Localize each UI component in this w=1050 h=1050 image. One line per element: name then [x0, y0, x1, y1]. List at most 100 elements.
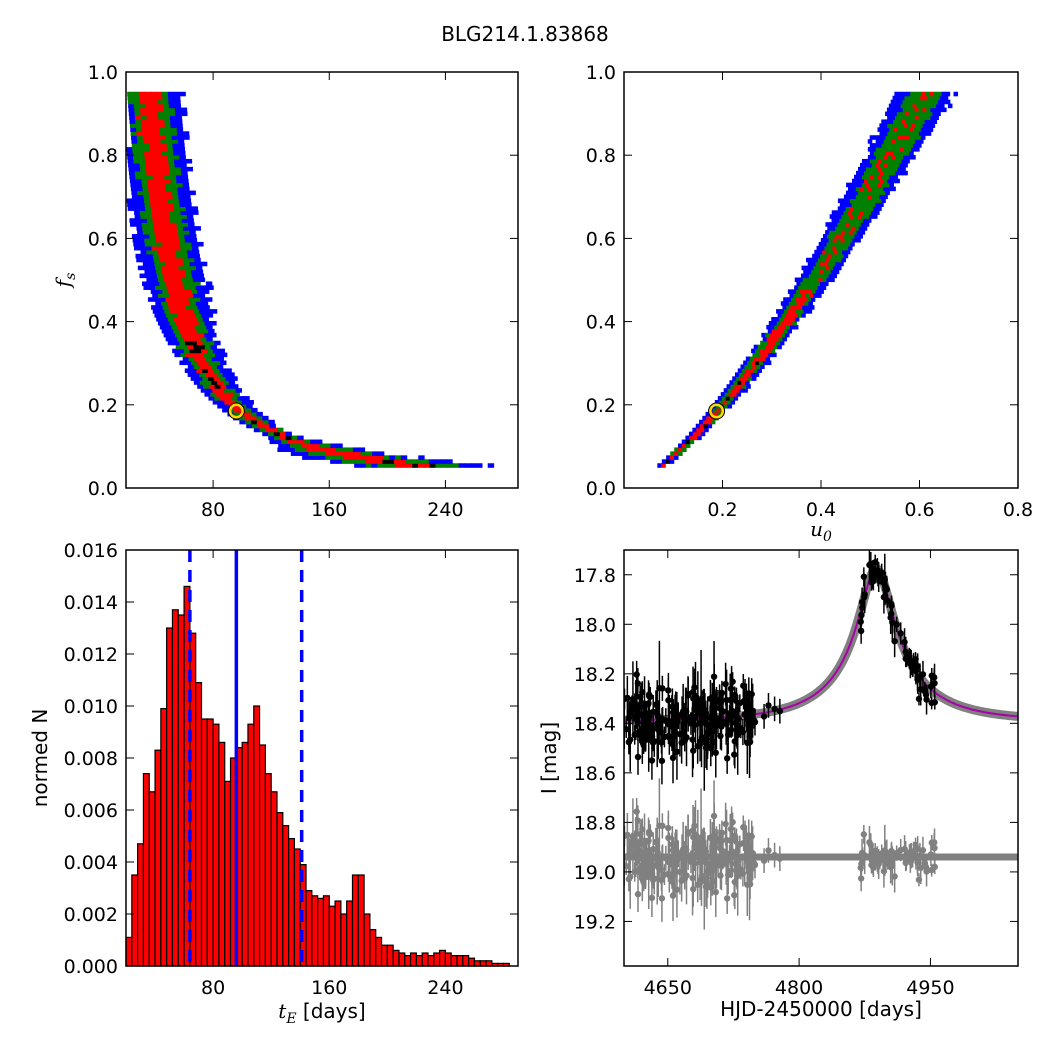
heatmap-cell	[906, 123, 912, 128]
heatmap-cell	[867, 170, 873, 176]
histogram-bar	[479, 960, 487, 967]
heatmap-cell	[253, 427, 261, 433]
heatmap-cell	[938, 107, 943, 113]
residual-point	[722, 860, 730, 867]
lc-ytick-label: 18.8	[574, 812, 616, 834]
heatmap-cell	[256, 411, 263, 417]
heatmap-cell	[168, 210, 176, 215]
heatmap-cell	[857, 174, 863, 180]
lc-xlabel: HJD-2450000 [days]	[720, 997, 922, 1021]
heatmap-cell	[860, 222, 866, 227]
histogram-bar	[160, 707, 168, 967]
heatmap-cell	[139, 206, 146, 211]
heatmap-cell	[169, 293, 177, 298]
heatmap-cell	[165, 135, 173, 140]
heatmap-cell	[200, 356, 207, 362]
heatmap-cell	[127, 202, 134, 207]
heatmap-cell	[902, 115, 908, 121]
residual-point	[689, 874, 696, 882]
heatmap-cell	[202, 384, 210, 389]
tE-fs-ylabel: fs	[51, 273, 79, 290]
heatmap-cell	[865, 190, 871, 196]
heatmap-cell	[302, 451, 309, 456]
heatmap-cell	[198, 332, 205, 338]
heatmap-cell	[826, 234, 832, 239]
heatmap-cell	[920, 135, 926, 140]
heatmap-cell	[797, 293, 802, 298]
heatmap-cell	[365, 455, 373, 460]
heatmap-cell	[145, 162, 152, 168]
heatmap-cell	[136, 226, 143, 231]
heatmap-cell	[152, 249, 159, 255]
u0-fs-ytick-label: 0.8	[586, 145, 616, 167]
heatmap-cell	[157, 162, 164, 168]
heatmap-cell	[138, 237, 145, 243]
heatmap-cell	[196, 317, 204, 322]
heatmap-cell	[901, 143, 906, 148]
heatmap-cell	[791, 289, 797, 294]
heatmap-cell	[215, 352, 222, 358]
heatmap-cell	[152, 119, 160, 124]
heatmap-cell	[834, 249, 839, 255]
heatmap-cell	[157, 249, 165, 255]
heatmap-cell	[881, 143, 887, 148]
heatmap-cell	[202, 289, 210, 294]
heatmap-cell	[820, 273, 826, 279]
heatmap-cell	[829, 222, 834, 227]
heatmap-cell	[166, 143, 174, 148]
heatmap-cell	[152, 277, 159, 283]
histogram-bar	[450, 954, 458, 967]
heatmap-cell	[141, 253, 148, 259]
heatmap-cell	[810, 297, 816, 302]
heatmap-cell	[160, 143, 168, 148]
heatmap-cell	[142, 135, 150, 140]
heatmap-cell	[817, 265, 822, 271]
heatmap-cell	[142, 131, 149, 136]
heatmap-cell	[779, 340, 785, 346]
histogram-bar	[200, 718, 208, 967]
heatmap-cell	[143, 147, 151, 152]
heatmap-cell	[177, 190, 185, 196]
heatmap-cell	[183, 336, 190, 342]
heatmap-cell	[152, 293, 159, 298]
residual-point	[652, 838, 660, 846]
heatmap-cell	[180, 245, 187, 251]
heatmap-cell	[930, 115, 935, 121]
heatmap-cell	[176, 127, 184, 132]
heatmap-cell	[875, 139, 881, 144]
heatmap-cell	[744, 376, 749, 381]
heatmap-cell	[873, 174, 879, 180]
heatmap-cell	[162, 154, 169, 160]
u0-fs-xlabel: u0	[810, 517, 832, 545]
heatmap-cell	[447, 463, 454, 468]
heatmap-cell	[183, 261, 190, 267]
heatmap-cell	[152, 115, 159, 121]
heatmap-cell	[831, 218, 837, 223]
heatmap-cell	[930, 107, 935, 113]
data-point	[901, 638, 908, 646]
heatmap-cell	[135, 178, 143, 184]
heatmap-cell	[304, 439, 311, 445]
heatmap-cell	[183, 324, 190, 330]
heatmap-cell	[206, 336, 213, 342]
heatmap-cell	[146, 249, 153, 255]
heatmap-cell	[897, 158, 902, 164]
heatmap-cell	[745, 380, 750, 385]
heatmap-cell	[250, 415, 257, 421]
heatmap-cell	[792, 320, 797, 326]
heatmap-cell	[174, 166, 182, 172]
heatmap-cell	[895, 123, 900, 128]
heatmap-cell	[435, 463, 442, 468]
heatmap-cell	[132, 202, 140, 207]
heatmap-cell	[819, 289, 824, 294]
heatmap-cell	[916, 127, 922, 132]
heatmap-cell	[216, 364, 224, 369]
heatmap-cell	[757, 368, 762, 373]
heatmap-cell	[220, 360, 227, 366]
heatmap-cell	[245, 407, 252, 413]
heatmap-cell	[182, 281, 190, 287]
residual-point	[694, 881, 701, 888]
heatmap-cell	[722, 400, 728, 405]
heatmap-cell	[842, 241, 847, 247]
heatmap-cell	[858, 234, 863, 239]
